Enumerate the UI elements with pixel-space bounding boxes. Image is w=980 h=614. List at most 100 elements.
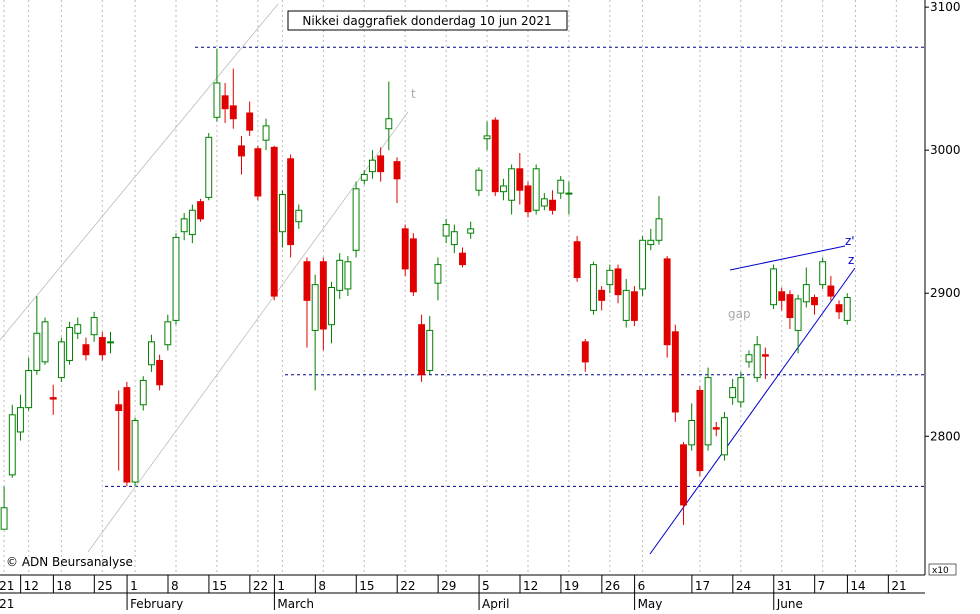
scale-note-box [928, 563, 957, 576]
candle-body [843, 297, 851, 321]
candle-body [573, 241, 581, 278]
candle-body [180, 218, 188, 233]
y-tick-label: 3000 [930, 143, 961, 157]
candle-body [737, 377, 745, 403]
candle-body [147, 341, 155, 366]
candle-body [786, 294, 794, 319]
candle-body [761, 354, 769, 357]
month-label: February [130, 597, 183, 610]
candle-body [401, 228, 409, 270]
candle-body [344, 261, 352, 290]
x-tick-label: 31 [777, 579, 792, 593]
channel-line [0, 3, 279, 341]
candle-body [17, 407, 24, 433]
candle-body [262, 125, 270, 141]
candle-body [516, 168, 524, 191]
annotation: z [848, 253, 854, 267]
candle-body [25, 369, 33, 409]
candle-body [655, 218, 663, 241]
candle-body [393, 161, 401, 180]
annotation: gap [728, 307, 751, 321]
candle-body [409, 238, 417, 293]
month-label: June [776, 597, 803, 610]
candle-body [704, 377, 712, 446]
candle-body [229, 105, 237, 120]
x-tick-label: 21 [891, 579, 906, 593]
candle-body [467, 228, 475, 234]
month-label: March [277, 597, 314, 610]
candle-body [770, 268, 778, 306]
candle-body [508, 168, 516, 201]
month-label: 21 [0, 597, 14, 610]
channel-line [87, 111, 409, 553]
x-tick-label: 8 [318, 579, 326, 593]
candle-body [426, 329, 434, 371]
x-tick-label: 22 [253, 579, 268, 593]
x-tick-label: 15 [359, 579, 374, 593]
candle-body [82, 344, 90, 356]
candle-body [238, 145, 245, 157]
candle-body [254, 148, 262, 197]
candle-body [499, 185, 507, 193]
x-tick-label: 29 [441, 579, 456, 593]
candle-body [287, 158, 295, 246]
candle-body [418, 324, 426, 376]
candle-body [532, 168, 540, 211]
candle-body [778, 291, 786, 301]
trend-line [649, 267, 856, 555]
candle-body [819, 261, 827, 286]
candle-body [213, 82, 221, 118]
marks [0, 48, 851, 530]
candle-body [442, 224, 450, 237]
candle-body [827, 285, 835, 297]
candle-body [377, 155, 385, 173]
x-tick-label: 1 [130, 579, 138, 593]
candle-body [483, 135, 491, 140]
candle-body [434, 264, 442, 284]
x-tick-label: 26 [605, 579, 620, 593]
candle-body [123, 387, 131, 483]
candle-body [459, 252, 466, 266]
candle-body [246, 112, 254, 131]
x-tick-label: 19 [564, 579, 579, 593]
candle-body [614, 268, 622, 296]
candle-body [557, 179, 565, 194]
candle-body [745, 354, 753, 363]
candle-body [475, 169, 483, 191]
x-tick-label: 14 [850, 579, 865, 593]
candle-body [540, 198, 548, 207]
month-label: April [482, 597, 509, 610]
candle-body [524, 185, 532, 213]
candle-body [680, 444, 687, 506]
x-tick-label: 8 [171, 579, 179, 593]
scale-note: x10 [932, 566, 949, 576]
x-tick-label: 7 [818, 579, 826, 593]
candle-body [802, 284, 810, 303]
candle-body [115, 404, 123, 412]
candle-body [639, 239, 647, 290]
candle-body [688, 420, 696, 446]
candle-body [622, 289, 630, 321]
candle-body [74, 324, 82, 334]
candle-body [753, 344, 761, 379]
candle-body [336, 259, 344, 291]
candle-body [90, 317, 98, 336]
candle-body [581, 341, 589, 363]
candle-body [164, 321, 172, 346]
x-tick-label: 25 [97, 579, 112, 593]
candle-body [598, 289, 606, 301]
candle-body [729, 387, 737, 399]
copyright: © ADN Beursanalyse [6, 555, 133, 569]
annotation: t [411, 87, 416, 101]
candle-body [630, 291, 638, 321]
candle-body [369, 159, 376, 173]
candle-body [107, 341, 114, 344]
candle-body [295, 209, 303, 223]
candle-body [278, 194, 286, 233]
x-tick-label: 1 [277, 579, 285, 593]
candle-body [8, 414, 16, 476]
x-tick-label: 24 [736, 579, 751, 593]
candle-body [311, 284, 319, 331]
